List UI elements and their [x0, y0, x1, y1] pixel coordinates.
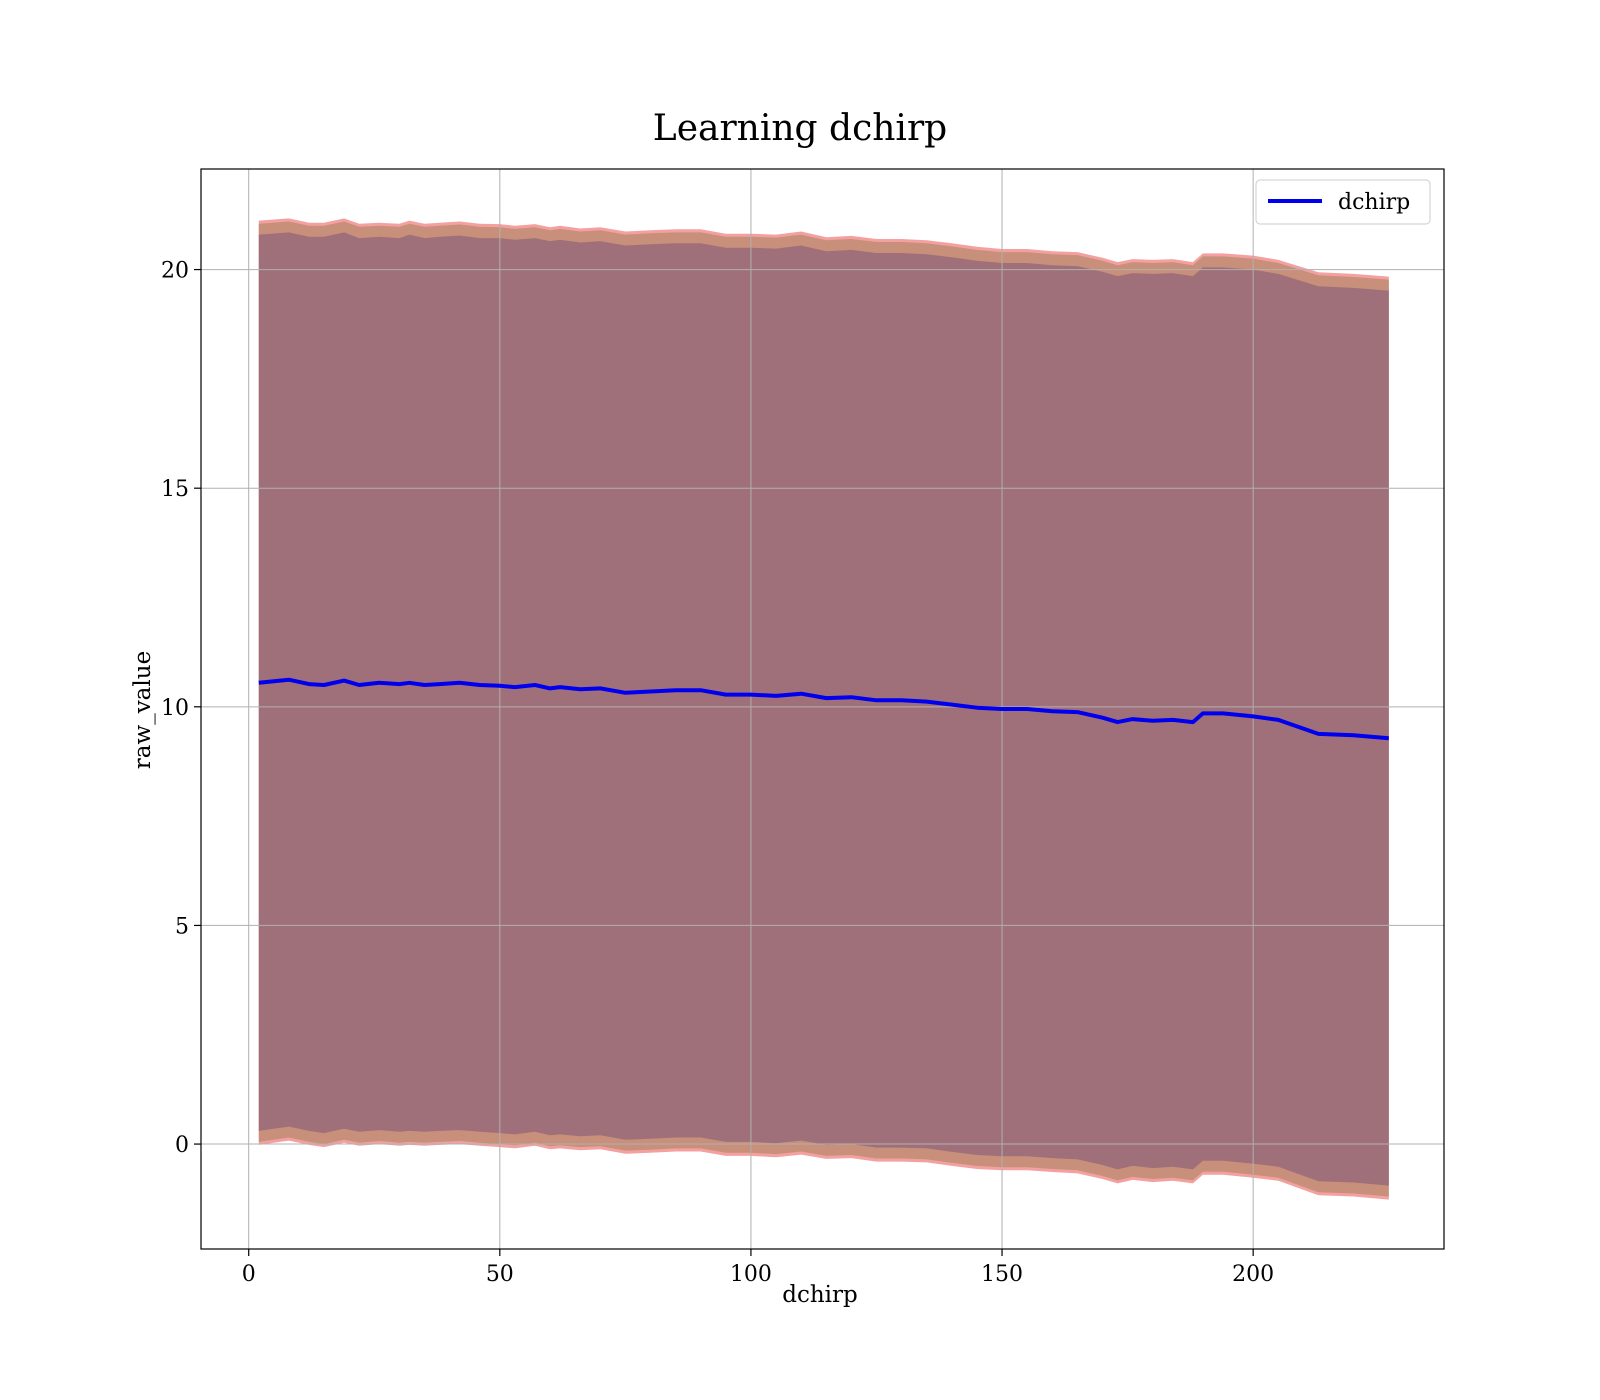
- confidence-bands: [258, 218, 1389, 1200]
- plot-frame: [200, 168, 1445, 1250]
- x-tick-label: 200: [1232, 1262, 1274, 1287]
- band-inner: [258, 232, 1389, 1186]
- chart-title: Learning dchirp: [653, 108, 947, 149]
- plot-area: 0 50 100 150 200 0 5 10 15 20: [161, 168, 1445, 1287]
- y-axis-ticks: 0 5 10 15 20: [161, 259, 201, 1158]
- y-tick-label: 5: [175, 914, 189, 939]
- x-tick-label: 0: [242, 1262, 256, 1287]
- x-tick-label: 150: [981, 1262, 1023, 1287]
- series-lines: [258, 677, 1389, 741]
- legend-box: [1255, 179, 1431, 225]
- y-tick-label: 20: [161, 259, 189, 284]
- x-tick-label: 50: [486, 1262, 514, 1287]
- legend-label-dchirp: dchirp: [1338, 190, 1410, 215]
- y-tick-label: 10: [161, 696, 189, 721]
- x-axis-label: dchirp: [782, 1282, 858, 1308]
- y-axis-label: raw_value: [130, 651, 156, 769]
- x-tick-label: 100: [730, 1262, 772, 1287]
- y-tick-label: 0: [175, 1133, 189, 1158]
- x-axis-ticks: 0 50 100 150 200: [242, 1249, 1274, 1287]
- legend: dchirp: [1255, 179, 1431, 225]
- series-line-dchirp: [258, 677, 1389, 741]
- y-tick-label: 15: [161, 477, 189, 502]
